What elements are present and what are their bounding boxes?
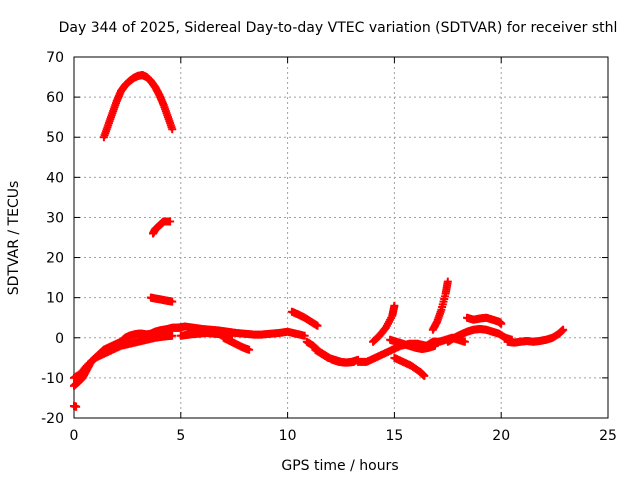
- data-point: [72, 402, 81, 411]
- chart-title: Day 344 of 2025, Sidereal Day-to-day VTE…: [59, 20, 618, 36]
- x-tick-label: 25: [599, 428, 617, 444]
- y-tick-label: 40: [46, 170, 64, 186]
- series-arc-base-lower: [70, 331, 177, 382]
- data-point: [460, 337, 469, 346]
- data-point: [390, 301, 399, 310]
- grid: [74, 57, 608, 418]
- data-point: [300, 331, 309, 340]
- data-point: [420, 371, 429, 380]
- y-tick-label: 60: [46, 90, 64, 106]
- series-arc-15-c: [390, 353, 429, 380]
- series-arc-mid-2: [176, 328, 237, 340]
- x-axis-label: GPS time / hours: [281, 458, 398, 474]
- y-tick-label: 30: [46, 210, 64, 226]
- data-point: [168, 297, 177, 306]
- data-point: [168, 125, 177, 134]
- series-arc-17-rise: [428, 277, 452, 334]
- data-point: [559, 325, 568, 334]
- series-arc-19-top: [463, 313, 506, 328]
- y-tick-label: 20: [46, 251, 64, 267]
- x-tick-label: 5: [176, 428, 185, 444]
- data-point: [497, 319, 506, 328]
- data-point: [245, 345, 254, 354]
- y-tick-label: -20: [41, 411, 64, 427]
- series-arc-mid-6: [311, 345, 358, 367]
- series-arc-mid-3: [219, 333, 254, 354]
- series-arc-10: [146, 293, 177, 306]
- x-tick-label: 20: [492, 428, 510, 444]
- series-arc-high: [99, 71, 177, 142]
- y-tick-label: -10: [41, 371, 64, 387]
- series-arc-mid-4: [287, 307, 322, 330]
- y-tick-label: 70: [46, 50, 64, 66]
- x-tick-label: 0: [70, 428, 79, 444]
- series-arc-rise-15: [369, 301, 399, 346]
- x-tick-label: 15: [385, 428, 403, 444]
- plot-frame: [73, 56, 609, 419]
- data-point: [443, 277, 452, 286]
- series-point-low: [70, 401, 81, 411]
- y-tick-label: 0: [55, 331, 64, 347]
- data-point: [313, 321, 322, 330]
- axis-ticks: 0 5 10 15 20 25 -20 -10 0 10 20 30 40 50 60 70: [41, 50, 617, 444]
- data-point: [168, 331, 177, 340]
- y-axis-label: SDTVAR / TECUs: [6, 181, 22, 296]
- y-tick-label: 50: [46, 130, 64, 146]
- y-tick-label: 10: [46, 291, 64, 307]
- data-points: [70, 71, 568, 411]
- x-tick-label: 10: [279, 428, 297, 444]
- series-arc-29: [149, 217, 175, 238]
- data-point: [166, 217, 175, 226]
- series-arc-20-22: [503, 325, 568, 347]
